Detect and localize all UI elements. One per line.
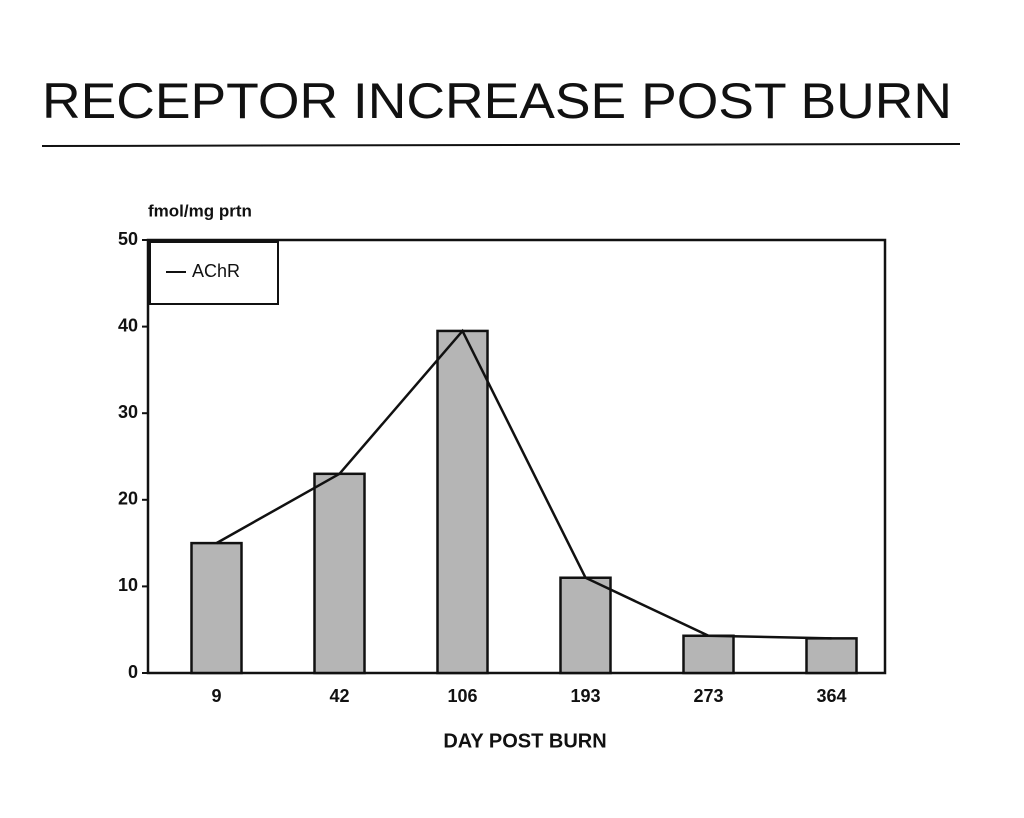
x-tick-label: 42 [329,686,349,706]
y-axis-label: fmol/mg prtn [148,201,252,220]
bar [682,634,735,675]
x-tick-label: 364 [816,686,846,706]
bar [805,637,858,675]
bar [559,576,612,675]
y-tick-label: 10 [118,575,138,595]
title-rule [41,143,961,147]
legend-label: AChR [192,261,240,281]
y-tick-label: 50 [118,229,138,249]
bar [436,329,489,675]
plot-frame [146,238,887,675]
x-tick-label: 9 [211,686,221,706]
bar [313,472,366,675]
x-tick-label: 273 [693,686,723,706]
chart-title: RECEPTOR INCREASE POST BURN [42,73,952,129]
y-tick-label: 40 [118,315,138,335]
y-tick-label: 30 [118,402,138,422]
series-line [215,328,832,640]
y-tick-label: 0 [128,662,138,682]
bar [190,541,243,675]
x-axis-label: DAY POST BURN [443,730,606,752]
y-tick-label: 20 [118,489,138,509]
x-tick-label: 106 [447,686,477,706]
x-tick-label: 193 [570,686,600,706]
